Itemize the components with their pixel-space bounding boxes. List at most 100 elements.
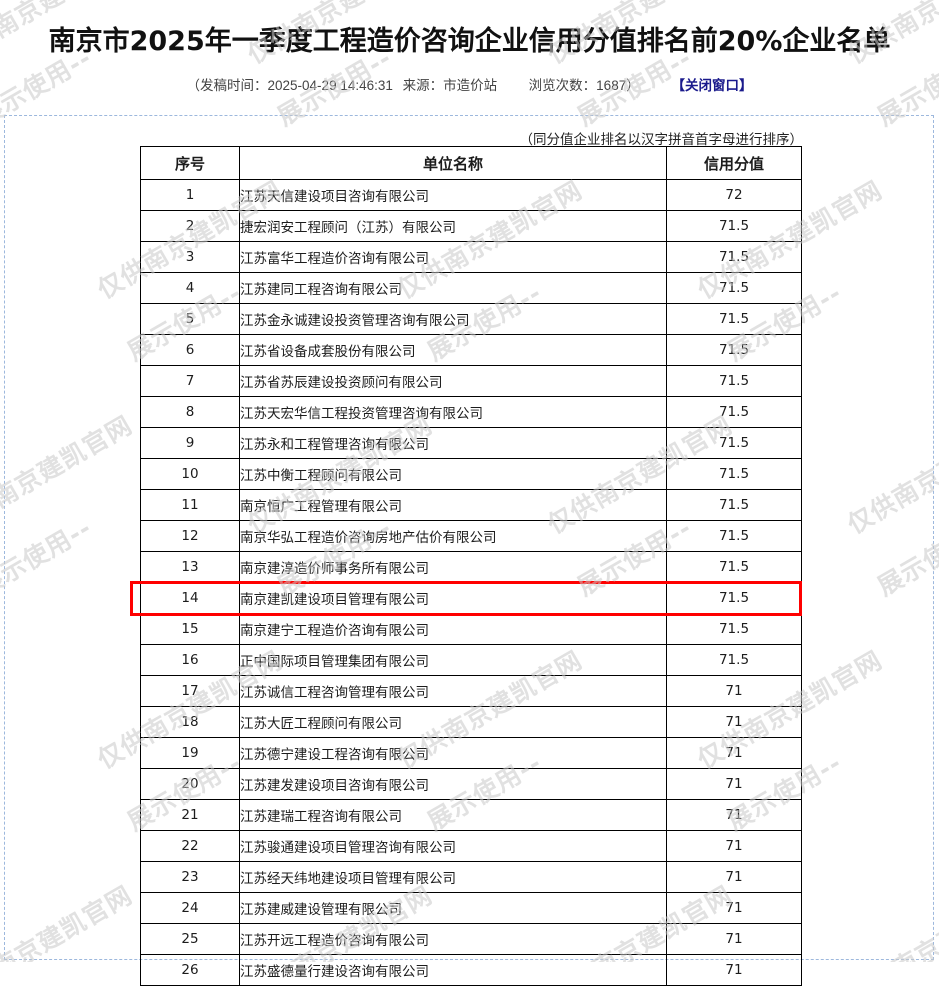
- cell-rank: 14: [140, 582, 240, 614]
- cell-company-name: 江苏骏通建设项目管理咨询有限公司: [239, 830, 667, 862]
- ranking-table-container: 序号 单位名称 信用分值 1 江苏天信建设项目咨询有限公司 72 2 捷宏润安工程顾问（…: [140, 146, 802, 986]
- cell-credit-score: 71.5: [666, 458, 802, 490]
- source-label: 来源：市造价站: [402, 78, 498, 94]
- table-row: 6 江苏省设备成套股份有限公司 71.5: [140, 334, 802, 366]
- cell-credit-score: 71.5: [666, 365, 802, 397]
- article-meta: （发稿时间：2025-04-29 14:46:31 来源：市造价站 浏览次数：1…: [0, 74, 939, 94]
- cell-company-name: 江苏建威建设管理有限公司: [239, 892, 667, 924]
- table-row: 22 江苏骏通建设项目管理咨询有限公司 71: [140, 830, 802, 862]
- cell-rank: 23: [140, 861, 240, 893]
- cell-rank: 26: [140, 954, 240, 986]
- cell-company-name: 江苏德宁建设工程咨询有限公司: [239, 737, 667, 769]
- table-row: 20 江苏建发建设项目咨询有限公司 71: [140, 768, 802, 800]
- view-count: 浏览次数：1687）: [528, 78, 640, 94]
- cell-rank: 18: [140, 706, 240, 738]
- cell-credit-score: 71.5: [666, 644, 802, 676]
- cell-credit-score: 71: [666, 830, 802, 862]
- cell-rank: 16: [140, 644, 240, 676]
- cell-rank: 4: [140, 272, 240, 304]
- cell-company-name: 江苏经天纬地建设项目管理有限公司: [239, 861, 667, 893]
- cell-credit-score: 71: [666, 923, 802, 955]
- table-row: 24 江苏建威建设管理有限公司 71: [140, 892, 802, 924]
- table-row: 8 江苏天宏华信工程投资管理咨询有限公司 71.5: [140, 396, 802, 428]
- cell-company-name: 江苏开远工程造价咨询有限公司: [239, 923, 667, 955]
- cell-credit-score: 71: [666, 799, 802, 831]
- cell-rank: 11: [140, 489, 240, 521]
- cell-rank: 10: [140, 458, 240, 490]
- sort-rule-note: （同分值企业排名以汉字拼音首字母进行排序）: [519, 132, 804, 148]
- cell-credit-score: 71.5: [666, 551, 802, 583]
- cell-credit-score: 71.5: [666, 396, 802, 428]
- table-row: 15 南京建宁工程造价咨询有限公司 71.5: [140, 613, 802, 645]
- table-row: 11 南京恒广工程管理有限公司 71.5: [140, 489, 802, 521]
- cell-credit-score: 71.5: [666, 210, 802, 242]
- table-row: 9 江苏永和工程管理咨询有限公司 71.5: [140, 427, 802, 459]
- cell-rank: 3: [140, 241, 240, 273]
- table-row: 7 江苏省苏辰建设投资顾问有限公司 71.5: [140, 365, 802, 397]
- cell-credit-score: 71: [666, 892, 802, 924]
- table-row: 10 江苏中衡工程顾问有限公司 71.5: [140, 458, 802, 490]
- cell-credit-score: 71: [666, 675, 802, 707]
- table-row: 19 江苏德宁建设工程咨询有限公司 71: [140, 737, 802, 769]
- cell-company-name: 南京建宁工程造价咨询有限公司: [239, 613, 667, 645]
- cell-company-name: 江苏建同工程咨询有限公司: [239, 272, 667, 304]
- cell-company-name: 江苏金永诚建设投资管理咨询有限公司: [239, 303, 667, 335]
- cell-credit-score: 72: [666, 179, 802, 211]
- cell-company-name: 江苏省设备成套股份有限公司: [239, 334, 667, 366]
- cell-company-name: 江苏富华工程造价咨询有限公司: [239, 241, 667, 273]
- cell-company-name: 江苏中衡工程顾问有限公司: [239, 458, 667, 490]
- cell-rank: 6: [140, 334, 240, 366]
- cell-rank: 9: [140, 427, 240, 459]
- cell-company-name: 南京恒广工程管理有限公司: [239, 489, 667, 521]
- table-row: 3 江苏富华工程造价咨询有限公司 71.5: [140, 241, 802, 273]
- cell-rank: 24: [140, 892, 240, 924]
- table-row: 2 捷宏润安工程顾问（江苏）有限公司 71.5: [140, 210, 802, 242]
- cell-company-name: 江苏天信建设项目咨询有限公司: [239, 179, 667, 211]
- cell-company-name: 江苏建瑞工程咨询有限公司: [239, 799, 667, 831]
- cell-rank: 25: [140, 923, 240, 955]
- cell-credit-score: 71.5: [666, 303, 802, 335]
- cell-rank: 15: [140, 613, 240, 645]
- column-header-rank: 序号: [140, 146, 240, 180]
- cell-credit-score: 71.5: [666, 334, 802, 366]
- table-header-row: 序号 单位名称 信用分值: [140, 146, 802, 180]
- cell-credit-score: 71.5: [666, 582, 802, 614]
- cell-company-name: 南京建淳造价师事务所有限公司: [239, 551, 667, 583]
- table-row: 16 正中国际项目管理集团有限公司 71.5: [140, 644, 802, 676]
- table-row: 5 江苏金永诚建设投资管理咨询有限公司 71.5: [140, 303, 802, 335]
- cell-rank: 19: [140, 737, 240, 769]
- cell-rank: 13: [140, 551, 240, 583]
- cell-company-name: 江苏天宏华信工程投资管理咨询有限公司: [239, 396, 667, 428]
- table-row: 26 江苏盛德量行建设咨询有限公司 71: [140, 954, 802, 986]
- cell-company-name: 江苏诚信工程咨询管理有限公司: [239, 675, 667, 707]
- cell-rank: 5: [140, 303, 240, 335]
- cell-credit-score: 71: [666, 706, 802, 738]
- table-row: 1 江苏天信建设项目咨询有限公司 72: [140, 179, 802, 211]
- cell-company-name: 南京华弘工程造价咨询房地产估价有限公司: [239, 520, 667, 552]
- cell-rank: 2: [140, 210, 240, 242]
- table-row: 17 江苏诚信工程咨询管理有限公司 71: [140, 675, 802, 707]
- publish-time: （发稿时间：2025-04-29 14:46:31: [186, 78, 393, 94]
- table-row: 13 南京建淳造价师事务所有限公司 71.5: [140, 551, 802, 583]
- content-frame: （同分值企业排名以汉字拼音首字母进行排序） 序号 单位名称 信用分值 1 江苏天信…: [4, 115, 934, 986]
- cell-rank: 20: [140, 768, 240, 800]
- cell-company-name: 江苏省苏辰建设投资顾问有限公司: [239, 365, 667, 397]
- close-window-link[interactable]: 【关闭窗口】: [671, 78, 753, 94]
- table-row: 23 江苏经天纬地建设项目管理有限公司 71: [140, 861, 802, 893]
- cell-rank: 12: [140, 520, 240, 552]
- cell-credit-score: 71.5: [666, 427, 802, 459]
- cell-company-name: 江苏盛德量行建设咨询有限公司: [239, 954, 667, 986]
- table-row: 21 江苏建瑞工程咨询有限公司 71: [140, 799, 802, 831]
- cell-credit-score: 71.5: [666, 241, 802, 273]
- cell-company-name: 南京建凯建设项目管理有限公司: [239, 582, 667, 614]
- column-header-name: 单位名称: [239, 146, 667, 180]
- cell-company-name: 江苏大匠工程顾问有限公司: [239, 706, 667, 738]
- ranking-table-body: 1 江苏天信建设项目咨询有限公司 72 2 捷宏润安工程顾问（江苏）有限公司 71.5 3 江…: [140, 179, 802, 986]
- cell-credit-score: 71: [666, 861, 802, 893]
- cell-credit-score: 71: [666, 768, 802, 800]
- cell-rank: 17: [140, 675, 240, 707]
- cell-credit-score: 71.5: [666, 613, 802, 645]
- cell-rank: 7: [140, 365, 240, 397]
- table-row: 14 南京建凯建设项目管理有限公司 71.5: [140, 582, 802, 614]
- cell-company-name: 江苏建发建设项目咨询有限公司: [239, 768, 667, 800]
